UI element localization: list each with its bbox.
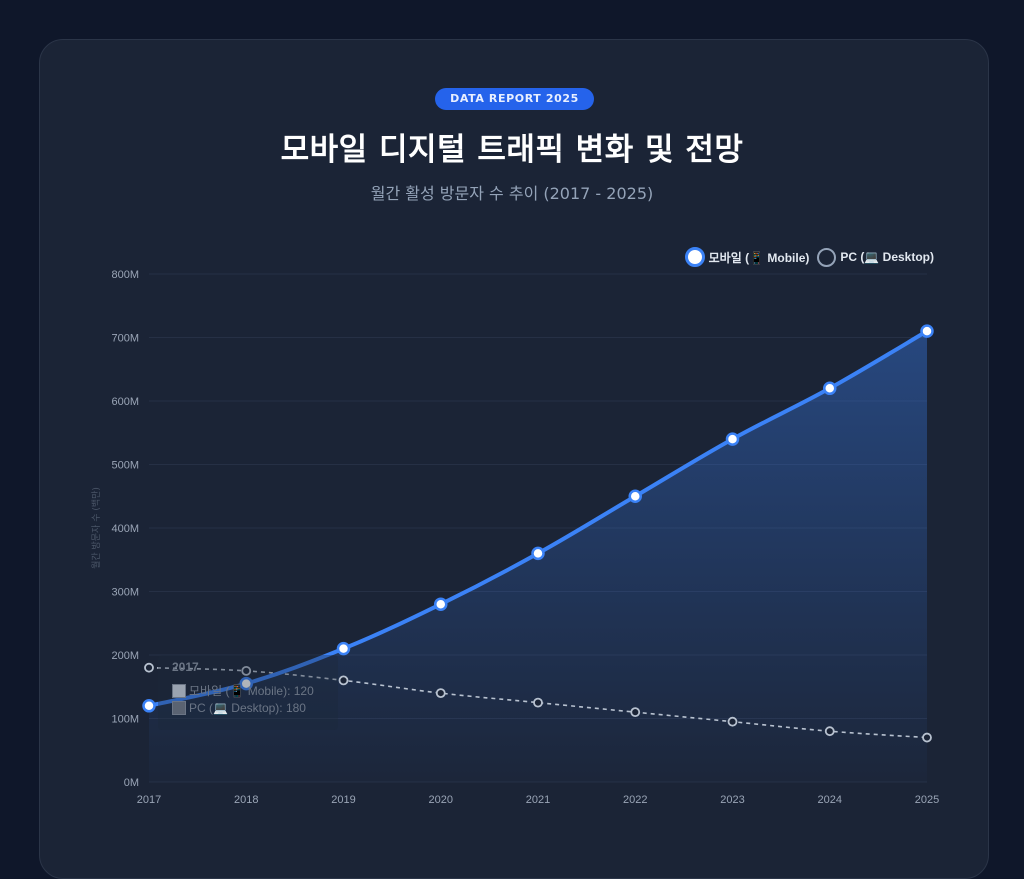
mobile-data-point[interactable]	[336, 641, 351, 656]
x-tick-label: 2021	[526, 794, 550, 806]
mobile-points	[142, 324, 934, 713]
y-tick-label: 700M	[111, 333, 139, 345]
mobile-data-point[interactable]	[142, 699, 156, 713]
mobile-swatch-icon	[172, 683, 186, 698]
y-tick-label: 200M	[111, 650, 139, 662]
mobile-data-point[interactable]	[725, 432, 740, 446]
y-tick-label: 300M	[111, 587, 139, 599]
y-tick-label: 0M	[124, 777, 139, 789]
pc-data-point[interactable]	[435, 688, 446, 698]
pc-data-point[interactable]	[922, 732, 932, 743]
y-axis-label: 월간 방문자 수 (백만)	[90, 487, 102, 569]
mobile-data-point[interactable]	[239, 676, 253, 691]
tooltip-row-mobile: 모바일 (📱 Mobile): 120	[172, 682, 314, 699]
pc-swatch-icon	[172, 701, 186, 715]
pc-data-point[interactable]	[533, 697, 543, 708]
mobile-data-point[interactable]	[434, 597, 448, 611]
mobile-data-point[interactable]	[920, 324, 934, 338]
mobile-data-point[interactable]	[531, 546, 545, 561]
pc-points	[144, 662, 932, 743]
chart-tooltip: 2017 모바일 (📱 Mobile): 120 PC (💻 Desktop):…	[158, 655, 338, 730]
report-badge: DATA REPORT 2025	[435, 88, 594, 110]
page-subtitle: 월간 활성 방문자 수 추이 (2017 - 2025)	[370, 184, 654, 203]
legend-item-pc[interactable]: PC (💻 Desktop)	[813, 247, 934, 267]
x-tick-label: 2020	[429, 794, 453, 806]
pc-data-point[interactable]	[824, 726, 835, 737]
pc-data-point[interactable]	[241, 665, 252, 676]
x-axis-ticks: 2017 2018 2019 2020 2021 2022 2023 2024 2025	[137, 794, 939, 806]
mobile-data-point[interactable]	[823, 381, 837, 396]
chart-legend: 모바일 (📱 Mobile) PC (💻 Desktop)	[681, 247, 934, 267]
y-tick-label: 400M	[111, 523, 139, 535]
pc-data-point[interactable]	[727, 716, 738, 727]
legend-mobile-label: 모바일 (📱 Mobile)	[708, 250, 810, 265]
y-tick-label: 500M	[111, 460, 139, 472]
pc-legend-marker-icon	[817, 247, 837, 267]
x-tick-label: 2024	[818, 794, 842, 806]
legend-pc-label: PC (💻 Desktop)	[840, 250, 934, 264]
tooltip-mobile-value: 모바일 (📱 Mobile): 120	[189, 684, 314, 698]
page-title: 모바일 디지털 트래픽 변화 및 전망	[280, 132, 744, 168]
tooltip-title: 2017	[172, 660, 199, 674]
tooltip-pc-value: PC (💻 Desktop): 180	[189, 701, 306, 715]
x-tick-label: 2017	[137, 794, 161, 806]
x-tick-label: 2022	[623, 794, 647, 806]
legend-item-mobile[interactable]: 모바일 (📱 Mobile)	[684, 247, 810, 267]
y-tick-label: 800M	[111, 269, 139, 281]
x-tick-label: 2023	[720, 794, 744, 806]
y-tick-label: 100M	[111, 714, 139, 726]
pc-data-point[interactable]	[144, 662, 154, 673]
y-axis-ticks: 0M 100M 200M 300M 400M 500M 600M 700M 800M	[111, 269, 139, 789]
mobile-data-point[interactable]	[628, 489, 642, 503]
mobile-legend-marker-icon	[684, 247, 705, 267]
pc-data-point[interactable]	[630, 707, 641, 718]
tooltip-row-pc: PC (💻 Desktop): 180	[172, 701, 306, 715]
y-tick-label: 600M	[111, 396, 139, 408]
pc-data-point[interactable]	[338, 675, 349, 686]
x-tick-label: 2019	[331, 794, 355, 806]
x-tick-label: 2025	[915, 794, 939, 806]
x-tick-label: 2018	[234, 794, 258, 806]
